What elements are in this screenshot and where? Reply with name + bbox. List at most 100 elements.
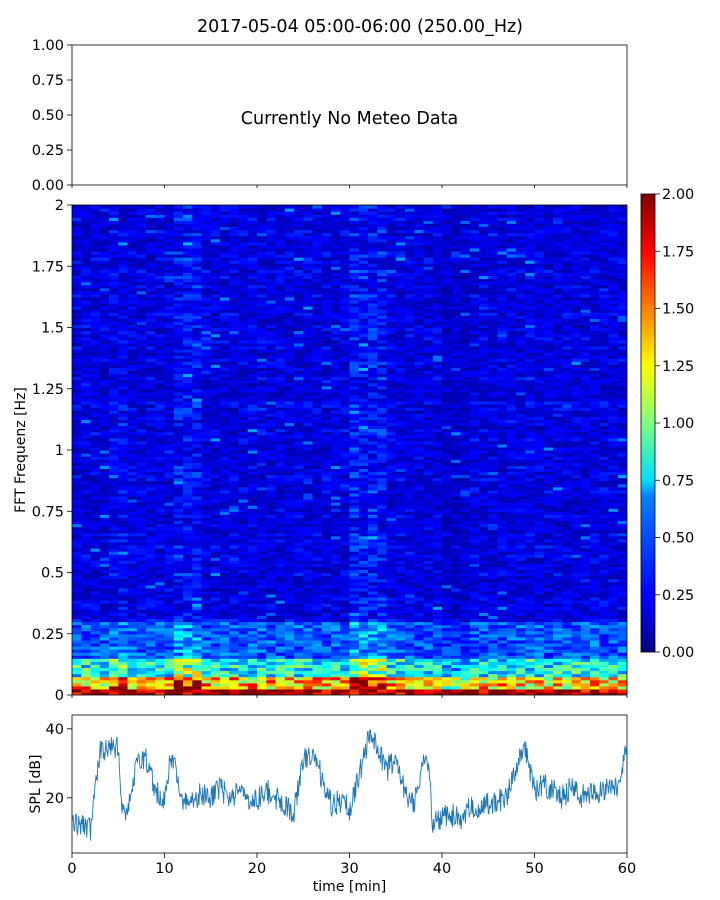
heatmap-cell [608, 572, 619, 577]
heatmap-cell [405, 526, 415, 531]
heatmap-cell [442, 471, 452, 476]
heatmap-cell [562, 633, 573, 638]
heatmap-cell [257, 477, 267, 482]
heatmap-cell [164, 569, 175, 574]
heatmap-cell [590, 502, 600, 506]
heatmap-cell [368, 664, 378, 669]
heatmap-cell [460, 618, 471, 623]
heatmap-cell [210, 492, 221, 497]
heatmap-cell [414, 499, 425, 503]
heatmap-cell [469, 511, 480, 515]
heatmap-cell [553, 649, 563, 653]
heatmap-cell [210, 450, 221, 454]
heatmap-cell [155, 624, 166, 629]
heatmap-cell [534, 480, 545, 485]
heatmap-cell [127, 652, 138, 656]
heatmap-cell [368, 551, 378, 555]
heatmap-cell [377, 652, 388, 656]
heatmap-cell [294, 569, 304, 574]
heatmap-cell [525, 646, 536, 650]
heatmap-cell [321, 597, 332, 601]
heatmap-cell [599, 633, 610, 638]
heatmap-cell [516, 630, 526, 635]
heatmap-cell [90, 548, 101, 552]
heatmap-cell [155, 514, 166, 518]
heatmap-cell [90, 590, 101, 595]
heatmap-cell [229, 538, 240, 543]
heatmap-cell [368, 615, 378, 620]
heatmap-cell [331, 658, 341, 662]
heatmap-cell [617, 685, 627, 690]
heatmap-cell [284, 566, 295, 571]
heatmap-cell [247, 658, 258, 662]
heatmap-cell [405, 566, 415, 571]
heatmap-cell [164, 566, 175, 571]
heatmap-cell [442, 477, 452, 482]
heatmap-cell [562, 548, 573, 552]
heatmap-cell [349, 679, 360, 684]
heatmap-cell [608, 578, 619, 583]
heatmap-cell [155, 538, 166, 543]
heatmap-cell [136, 600, 147, 604]
heatmap-cell [127, 483, 138, 488]
heatmap-cell [580, 446, 591, 451]
heatmap-cell [525, 456, 536, 460]
heatmap-cell [377, 618, 388, 623]
heatmap-cell [423, 443, 434, 448]
heatmap-cell [590, 480, 600, 485]
heatmap-cell [164, 658, 175, 662]
heatmap-cell [368, 483, 378, 488]
heatmap-cell [553, 520, 563, 525]
heatmap-cell [488, 566, 499, 571]
heatmap-cell [201, 652, 212, 656]
heatmap-cell [81, 627, 92, 632]
heatmap-cell [90, 688, 101, 693]
heatmap-cell [229, 459, 240, 463]
heatmap-cell [99, 495, 110, 500]
heatmap-cell [442, 646, 452, 650]
heatmap-cell [266, 566, 277, 571]
heatmap-cell [81, 593, 92, 598]
heatmap-cell [294, 593, 304, 598]
heatmap-cell [571, 465, 582, 469]
heatmap-cell [146, 633, 156, 638]
heatmap-cell [543, 618, 554, 623]
heatmap-cell [99, 578, 110, 583]
heatmap-cell [238, 673, 249, 678]
heatmap-cell [580, 652, 591, 656]
heatmap-cell [173, 471, 184, 476]
heatmap-cell [497, 483, 508, 488]
heatmap-cell [312, 621, 323, 626]
heatmap-cell [460, 502, 471, 506]
heatmap-cell [460, 532, 471, 537]
heatmap-cell [220, 544, 230, 549]
heatmap-cell [423, 532, 434, 537]
heatmap-cell [377, 560, 388, 564]
heatmap-cell [109, 526, 119, 531]
heatmap-cell [497, 468, 508, 473]
heatmap-cell [358, 459, 369, 463]
heatmap-cell [497, 670, 508, 675]
heatmap-cell [617, 535, 627, 540]
heatmap-cell [525, 627, 536, 632]
heatmap-cell [312, 529, 323, 534]
heatmap-cell [432, 624, 443, 629]
heatmap-cell [451, 652, 462, 656]
heatmap-cell [405, 600, 415, 604]
heatmap-cell [321, 587, 332, 592]
heatmap-cell [358, 655, 369, 659]
heatmap-cell [599, 606, 610, 610]
heatmap-cell [266, 682, 277, 687]
heatmap-cell [331, 630, 341, 635]
heatmap-cell [303, 636, 314, 641]
heatmap-cell [460, 682, 471, 687]
heatmap-cell [358, 633, 369, 638]
heatmap-cell [146, 609, 156, 613]
heatmap-cell [479, 676, 489, 681]
heatmap-cell [488, 606, 499, 610]
heatmap-cell [395, 691, 406, 695]
heatmap-cell [553, 639, 563, 644]
heatmap-cell [312, 633, 323, 638]
heatmap-cell [173, 526, 184, 531]
heatmap-cell [90, 443, 101, 448]
